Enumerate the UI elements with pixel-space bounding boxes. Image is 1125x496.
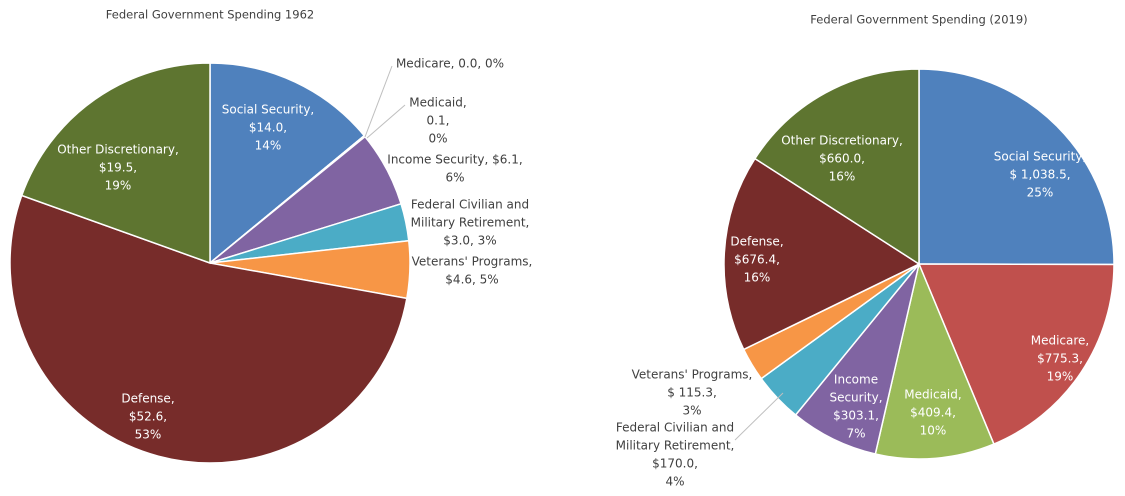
chart-title: Federal Government Spending 1962 (106, 8, 314, 22)
pie-slice (918, 68, 1115, 266)
data-label: Defense, (121, 392, 174, 406)
leader-line (734, 392, 784, 441)
data-label: 16% (744, 271, 771, 285)
data-label: $ 115.3, (667, 386, 717, 400)
data-label: $409.4, (910, 406, 956, 420)
data-label: 4% (665, 475, 684, 489)
data-label: 7% (846, 427, 865, 441)
pie-slice (917, 263, 1115, 446)
data-label: $52.6, (129, 410, 167, 424)
data-label: $676.4, (734, 253, 780, 267)
data-label: Income Security, $6.1, (387, 153, 522, 167)
data-label: 16% (829, 170, 856, 184)
pie-slice (20, 62, 211, 265)
data-label: $775.3, (1037, 352, 1083, 366)
data-label: 53% (135, 428, 162, 442)
data-label: Income (834, 373, 878, 387)
data-label: Veterans' Programs, (632, 368, 753, 382)
data-label: $303.1, (833, 409, 879, 423)
data-label: Other Discretionary, (781, 134, 903, 148)
data-label: Federal Civilian and (616, 421, 734, 435)
data-label: 14% (255, 139, 282, 153)
data-label: Military Retirement, (411, 216, 530, 230)
data-label: $170.0, (652, 457, 698, 471)
data-label: Federal Civilian and (411, 198, 529, 212)
data-label: 3% (682, 404, 701, 418)
data-label: 19% (1047, 370, 1074, 384)
chart-title: Federal Government Spending (2019) (810, 13, 1027, 27)
leader-line (366, 104, 406, 139)
data-label: Military Retirement, (616, 439, 735, 453)
data-label: 25% (1027, 186, 1054, 200)
data-label: 6% (445, 171, 464, 185)
data-label: Defense, (730, 235, 783, 249)
data-label: 0% (428, 132, 447, 146)
data-label: $19.5, (99, 161, 137, 175)
pie-slice (9, 194, 408, 464)
data-label: 10% (920, 424, 947, 438)
data-label: $ 1,038.5, (1009, 168, 1070, 182)
data-label: 19% (105, 179, 132, 193)
data-label: 0.1, (427, 114, 450, 128)
data-label: $3.0, 3% (443, 234, 496, 248)
data-label: Veterans' Programs, (412, 255, 533, 269)
data-label: $660.0, (819, 152, 865, 166)
data-label: $14.0, (249, 121, 287, 135)
data-label: Social Security, (222, 103, 314, 117)
data-label: $4.6, 5% (445, 273, 498, 287)
data-label: Social Security, (994, 150, 1086, 164)
pie-slice (209, 62, 366, 265)
data-label: Medicare, (1031, 334, 1090, 348)
data-label: Security, (829, 391, 882, 405)
pie-slice (723, 157, 921, 351)
data-label: Medicaid, (904, 388, 961, 402)
data-label: Medicaid, (409, 96, 466, 110)
pie-slice (753, 68, 920, 266)
leader-line (364, 65, 393, 138)
data-label: Other Discretionary, (57, 143, 179, 157)
pie-slice (874, 261, 995, 460)
data-label: Medicare, 0.0, 0% (396, 57, 504, 71)
